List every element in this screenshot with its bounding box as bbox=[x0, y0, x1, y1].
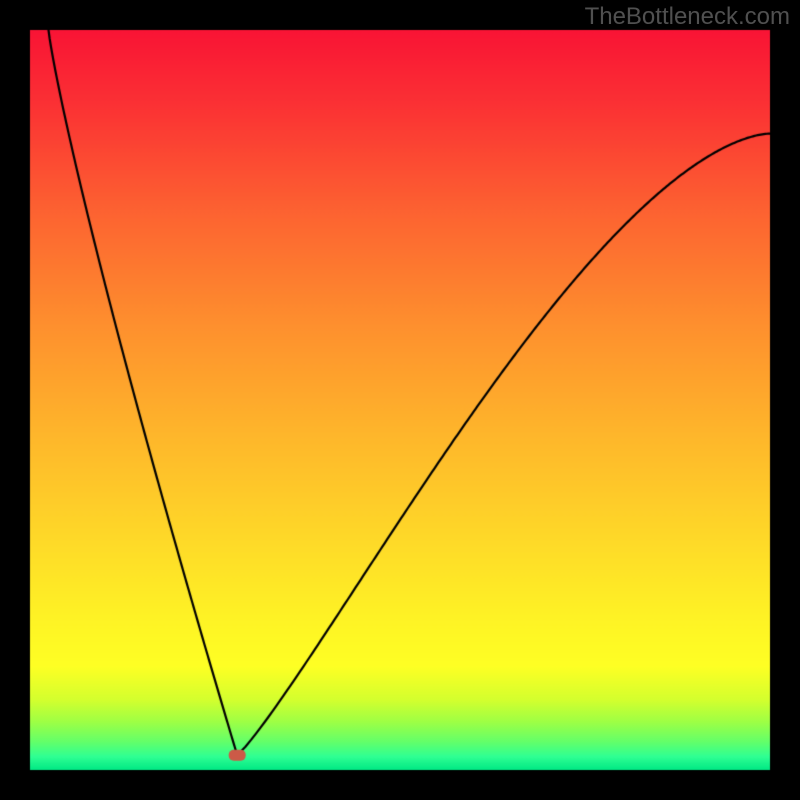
chart-container: TheBottleneck.com bbox=[0, 0, 800, 800]
gradient-curve-chart bbox=[0, 0, 800, 800]
